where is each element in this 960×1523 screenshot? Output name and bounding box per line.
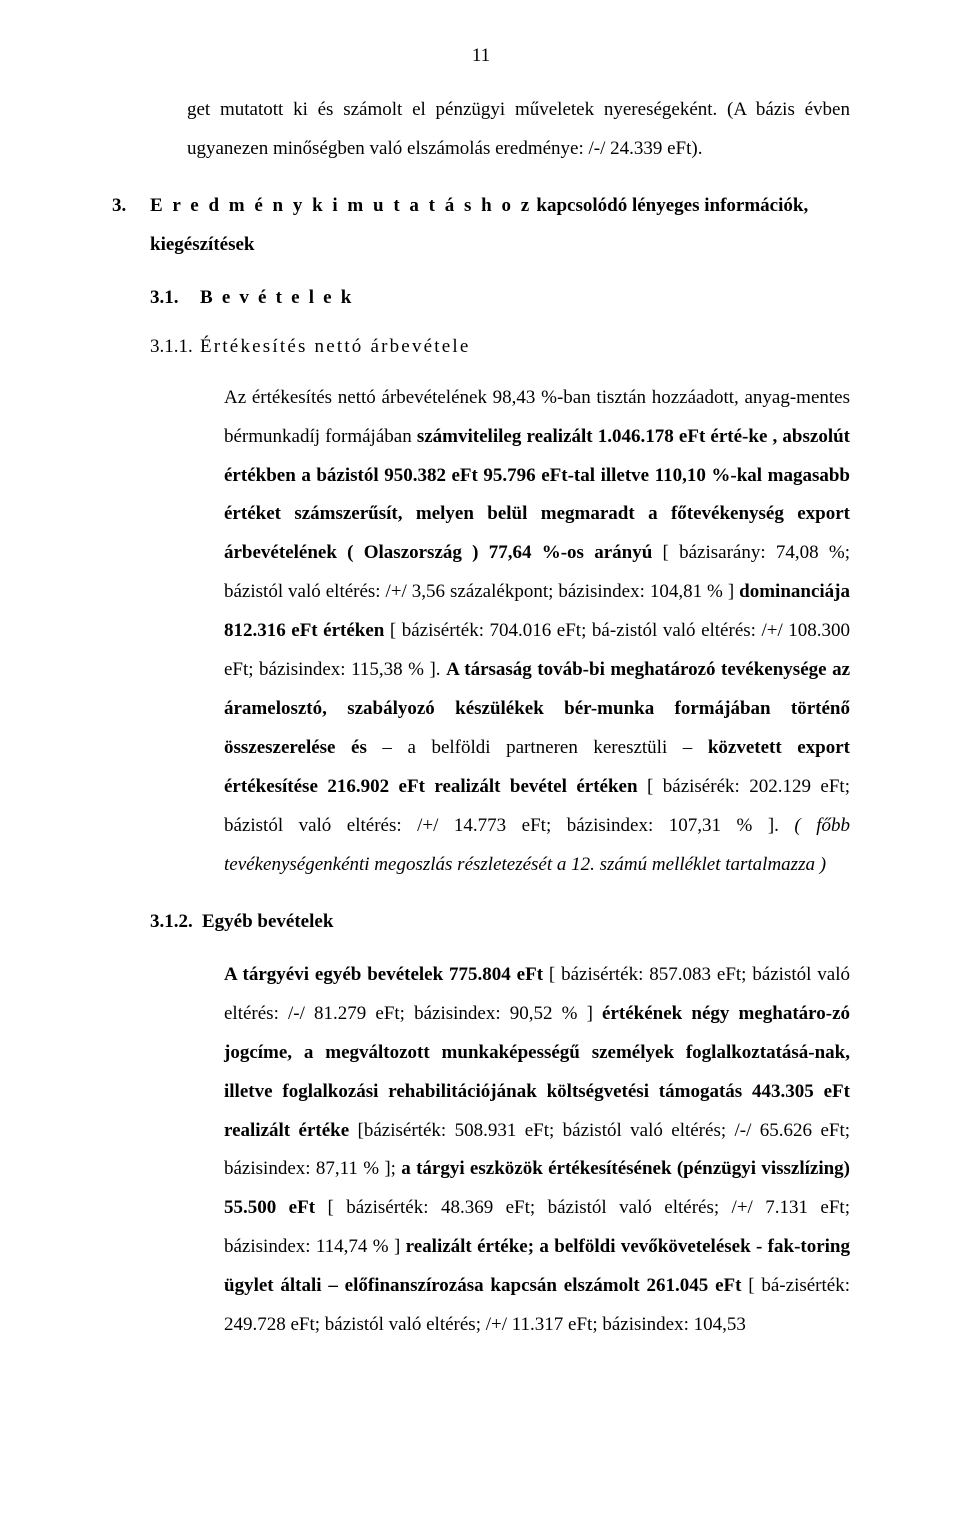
intro-paragraph: get mutatott ki és számolt el pénzügyi m… [187,91,850,169]
section-3-1-2-title: Egyéb bevételek [202,903,333,942]
section-3-1-1-number: 3.1.1. [150,328,200,367]
body-3-1-1: Az értékesítés nettó árbevételének 98,43… [224,379,850,885]
body-3-1-2: A tárgyévi egyéb bevételek 775.804 eFt [… [224,956,850,1345]
page-number: 11 [112,46,850,65]
text-fragment-bold: A tárgyévi egyéb bevételek 775.804 eFt [224,964,543,985]
section-3-title: E r e d m é n y k i m u t a t á s h o z … [150,187,850,265]
section-3-title-spaced: E r e d m é n y k i m u t a t á s h o z [150,195,532,216]
section-3-1-heading: 3.1. B e v é t e l e k [150,279,850,318]
section-3-1-title: B e v é t e l e k [200,279,353,318]
section-3-1-1-heading: 3.1.1. Értékesítés nettó árbevétele [150,328,850,367]
section-3-1-number: 3.1. [150,279,200,318]
section-3-1-1-title: Értékesítés nettó árbevétele [200,328,471,367]
section-3-1-2-heading: 3.1.2. Egyéb bevételek [150,903,850,942]
section-3-number: 3. [112,187,150,265]
section-3-1-2-number: 3.1.2. [150,903,202,942]
section-3-heading: 3. E r e d m é n y k i m u t a t á s h o… [112,187,850,265]
text-fragment: – a belföldi partneren keresztüli – [367,737,708,758]
